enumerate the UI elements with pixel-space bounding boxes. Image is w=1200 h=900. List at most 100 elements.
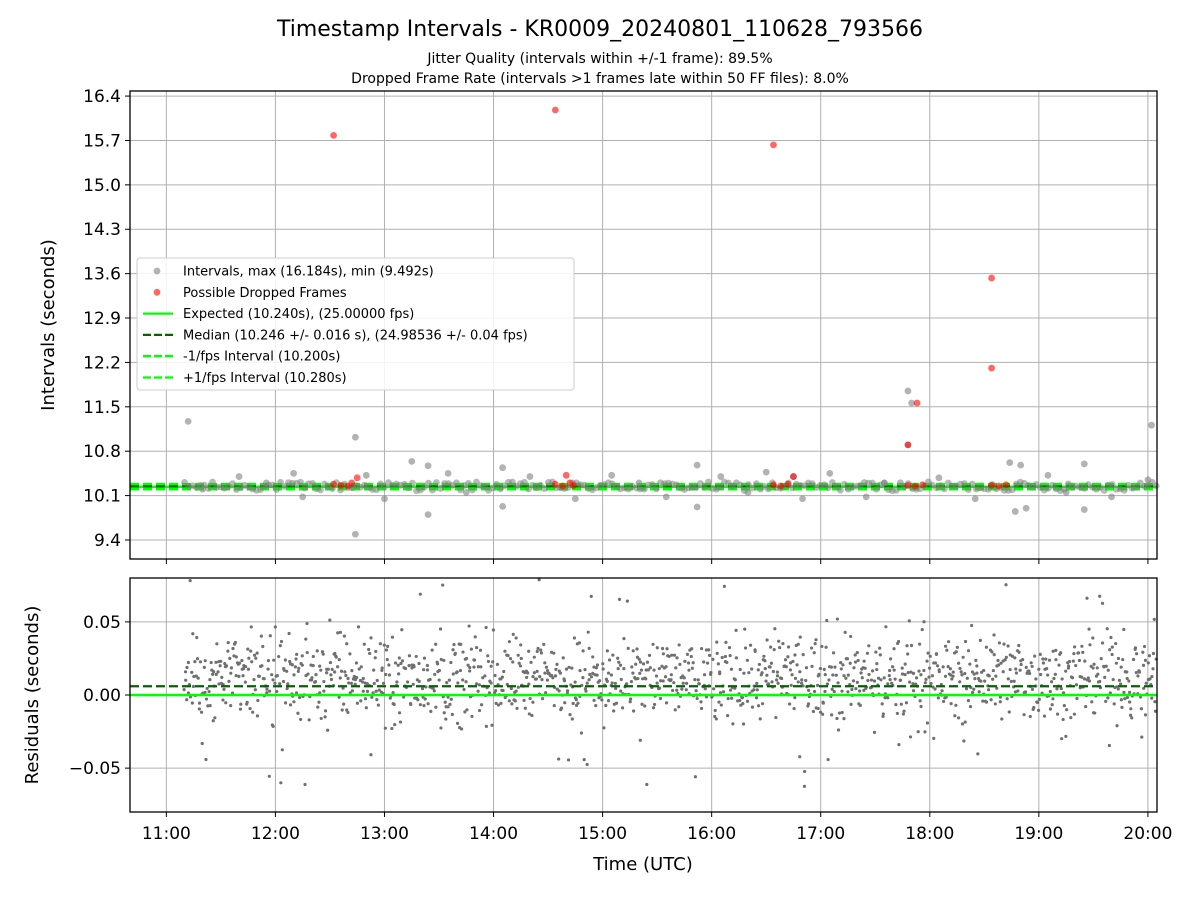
- residual-point: [416, 698, 420, 702]
- residual-point: [198, 660, 203, 664]
- residual-point: [1059, 686, 1063, 691]
- residual-point: [1046, 673, 1050, 677]
- residual-point: [577, 641, 582, 645]
- residual-point: [606, 699, 611, 703]
- residual-point: [1047, 658, 1052, 662]
- bottom-y-tick-label: 0.00: [83, 686, 121, 706]
- residual-point: [1120, 705, 1124, 709]
- interval-point: [862, 493, 870, 501]
- residual-point: [803, 769, 807, 774]
- residual-point: [229, 704, 233, 708]
- residual-point: [226, 641, 230, 645]
- residual-point: [338, 630, 343, 634]
- residual-point: [484, 625, 488, 630]
- residual-point: [552, 703, 556, 708]
- residual-point: [266, 659, 271, 663]
- residual-point: [453, 651, 457, 655]
- residual-point: [280, 748, 284, 752]
- residual-point: [254, 656, 258, 660]
- residual-point: [191, 632, 195, 636]
- residual-point: [567, 665, 571, 669]
- residual-point: [984, 645, 988, 649]
- dropped-frame-point: [784, 480, 792, 488]
- residual-point: [715, 651, 719, 655]
- residual-point: [425, 663, 429, 668]
- residual-point: [622, 667, 626, 671]
- residual-point: [253, 688, 257, 692]
- residual-point: [585, 762, 589, 767]
- residual-point: [631, 671, 635, 675]
- residual-point: [1125, 670, 1129, 674]
- residual-point: [886, 696, 890, 700]
- residual-point: [583, 687, 588, 691]
- residual-point: [984, 700, 989, 704]
- residual-point: [765, 638, 769, 642]
- interval-point: [892, 486, 900, 494]
- residual-point: [763, 667, 767, 671]
- residual-point: [318, 691, 322, 695]
- residual-point: [1030, 664, 1034, 669]
- residual-point: [219, 659, 223, 663]
- top-y-tick-label: 13.6: [83, 265, 121, 285]
- residual-point: [897, 743, 901, 747]
- residual-point: [778, 645, 782, 650]
- residual-point: [377, 688, 381, 692]
- residual-point: [503, 649, 507, 653]
- interval-point: [717, 473, 725, 480]
- interval-point: [429, 486, 436, 494]
- residual-point: [195, 635, 199, 640]
- residual-point: [1107, 743, 1111, 748]
- residual-point: [267, 774, 271, 778]
- residual-point: [660, 664, 664, 668]
- residual-point: [350, 669, 354, 673]
- residual-point: [1150, 675, 1154, 679]
- residual-point: [565, 689, 570, 693]
- residual-point: [197, 701, 202, 705]
- residual-point: [248, 706, 252, 711]
- residual-point: [1103, 675, 1107, 680]
- residual-point: [903, 662, 907, 666]
- residual-point: [477, 708, 482, 713]
- residual-point: [479, 665, 483, 669]
- residual-point: [246, 647, 250, 651]
- residual-point: [975, 671, 979, 675]
- residual-point: [699, 646, 704, 651]
- residual-point: [200, 741, 204, 746]
- residual-point: [472, 658, 477, 662]
- residual-point: [372, 668, 376, 672]
- residual-point: [923, 681, 927, 685]
- residual-point: [499, 701, 503, 705]
- residual-point: [918, 699, 922, 703]
- residual-point: [651, 642, 655, 646]
- residual-point: [888, 668, 892, 673]
- residual-point: [576, 701, 580, 705]
- residual-point: [982, 668, 986, 673]
- residual-point: [1104, 664, 1108, 668]
- interval-point: [457, 486, 464, 494]
- residual-point: [949, 701, 953, 706]
- residual-point: [246, 667, 250, 671]
- residual-point: [1141, 650, 1145, 654]
- dropped-frame-point: [570, 482, 577, 489]
- residual-point: [559, 706, 564, 710]
- residual-point: [398, 720, 403, 724]
- interval-point: [453, 479, 460, 487]
- residual-point: [604, 703, 608, 708]
- residual-point: [846, 673, 850, 677]
- x-tick-label: 20:00: [1123, 824, 1172, 844]
- residual-point: [1069, 716, 1073, 720]
- residual-point: [1131, 657, 1136, 662]
- residual-point: [239, 702, 243, 706]
- interval-point: [425, 479, 432, 487]
- residual-point: [1080, 675, 1084, 679]
- residual-point: [683, 659, 687, 663]
- interval-point: [700, 483, 708, 491]
- residual-point: [461, 678, 465, 682]
- interval-point: [935, 474, 943, 482]
- residual-point: [1066, 664, 1071, 668]
- x-tick-label: 19:00: [1014, 824, 1063, 844]
- residual-point: [190, 701, 194, 705]
- residual-point: [271, 678, 275, 682]
- interval-point: [408, 457, 416, 465]
- residual-point: [527, 649, 531, 653]
